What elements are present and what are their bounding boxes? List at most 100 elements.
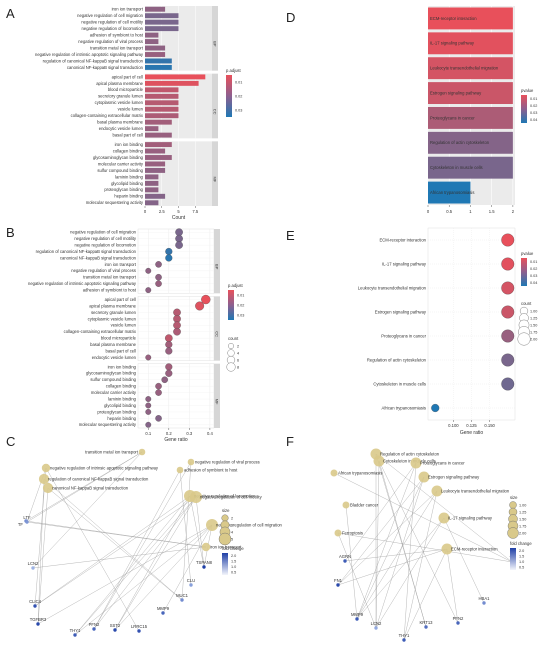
category-label: vesicle lumen <box>111 323 137 328</box>
network-edge <box>114 524 213 631</box>
facet-strip <box>212 6 218 71</box>
x-tick-label: 0.100 <box>448 423 459 428</box>
size-legend-label: 6 <box>237 358 239 362</box>
legend-tick-label: 0.5 <box>231 571 236 575</box>
dot-negative-regulation-of-cell-motility <box>175 234 183 243</box>
gene-node-sst2 <box>113 628 117 632</box>
category-label: collagen-containing extracellular matrix <box>64 329 137 334</box>
dot-endocytic-vesicle-lumen <box>145 354 152 361</box>
gene-node-tgfbr3 <box>36 622 40 626</box>
x-axis-title: Gene ratio <box>460 430 484 436</box>
gene-label: TGFBR3 <box>30 617 47 622</box>
x-axis-title: Gene ratio <box>164 437 188 443</box>
bar-regulation-of-canonical-nf-kappab-signal-transduction <box>145 58 172 64</box>
x-tick-label: 0 <box>427 209 430 214</box>
network-edge <box>375 460 380 629</box>
x-tick-label: 0.150 <box>484 423 495 428</box>
term-label: negative regulation of viral process <box>195 459 260 464</box>
category-label: transition metal ion transport <box>83 275 137 280</box>
legend-tick-label: 1.5 <box>231 560 236 564</box>
category-label: iron ion binding <box>115 142 144 147</box>
x-tick-label: 7.5 <box>192 209 198 214</box>
network-edge <box>344 548 448 562</box>
category-label: blood microparticle <box>101 336 137 341</box>
panel-letter-b: B <box>6 225 15 240</box>
network-edge <box>93 469 181 630</box>
panel-letter-f: F <box>286 434 294 449</box>
network-edge <box>181 461 192 601</box>
bar-regulation-of-actin-cytoskeleton <box>428 131 513 154</box>
category-label: Cytoskeleton in muscle cells <box>373 381 426 386</box>
category-label: vesicle lumen <box>118 107 144 112</box>
dot-sulfur-compound-binding <box>161 376 168 384</box>
bar-proteoglycan-binding <box>145 187 159 193</box>
category-label: Cytoskeleton in muscle cells <box>430 165 483 170</box>
gene-label: KRT13 <box>420 620 434 625</box>
bar-collagen-binding <box>145 148 166 154</box>
category-label: Leukocyte transendothelial migration <box>430 66 499 71</box>
x-tick-label: 0.4 <box>207 431 213 436</box>
gene-node-lcn2 <box>31 566 35 570</box>
category-label: negative regulation of cell migration <box>77 13 144 18</box>
dot-molecular-sequestering-activity <box>145 421 152 428</box>
size-legend-label: 1.50 <box>530 323 537 327</box>
category-label: endocytic vesicle lumen <box>99 126 144 131</box>
term-label: Regulation of actin cytoskeleton <box>380 451 440 456</box>
bar-apical-part-of-cell <box>145 74 206 80</box>
dot-african-trypanosomiasis <box>431 403 440 413</box>
x-tick-label: 2.5 <box>159 209 165 214</box>
category-label: negative regulation of intrinsic apoptot… <box>35 52 144 57</box>
legend-title: p.adjust <box>226 68 242 73</box>
dot-secretory-granule-lumen <box>173 308 181 317</box>
legend-tick-label: 0.01 <box>237 293 244 297</box>
network-edge <box>403 548 448 641</box>
category-label: canonical NF-kappaB signal transduction <box>67 65 144 70</box>
bar-vesicle-lumen <box>145 106 179 112</box>
category-label: Estrogen signaling pathway <box>430 90 482 95</box>
network-edge <box>333 472 513 563</box>
size-legend-title: count <box>521 301 532 306</box>
term-label: transition metal ion transport <box>85 449 139 454</box>
category-label: Regulation of actin cytoskeleton <box>430 140 490 145</box>
term-label: Cytoskeleton in muscle cells <box>383 458 436 463</box>
network-edge <box>45 467 140 632</box>
legend-tick-label: 0.01 <box>235 80 242 84</box>
dot-canonical-nf-kappab-signal-transduction <box>165 254 173 262</box>
network-edge <box>34 495 191 607</box>
gene-node-pfn2 <box>92 627 96 631</box>
dot-proteoglycans-in-cancer <box>501 329 515 343</box>
panel-letter-a: A <box>6 6 15 21</box>
term-label: iron ion transport <box>210 544 242 549</box>
legend-tick-label: 0.02 <box>237 303 244 307</box>
category-label: negative regulation of locomotion <box>75 242 137 247</box>
category-label: Regulation of actin cytoskeleton <box>367 357 427 362</box>
term-label: IL-17 signaling pathway <box>448 515 493 520</box>
size-legend-label: 2.00 <box>530 337 537 341</box>
gene-label: THY1 <box>70 628 81 633</box>
category-label: proteoglycan binding <box>104 187 143 192</box>
network-edges <box>25 451 213 636</box>
size-legend-label: 2 <box>237 344 239 348</box>
x-tick-label: 0 <box>144 209 147 214</box>
dot-negative-regulation-of-viral-process <box>145 267 152 274</box>
facet-strip <box>212 141 218 206</box>
gene-label: CLU <box>187 578 195 583</box>
gene-node-tspan8 <box>202 565 206 569</box>
bar-secretory-granule-lumen <box>145 93 179 99</box>
network-edge <box>403 490 438 641</box>
term-node-ferroptosis <box>334 529 342 537</box>
dot-leukocyte-transendothelial-migration <box>501 281 515 295</box>
panel-f-kegg-network: Regulation of actin cytoskeleton Cytoskel… <box>330 448 532 642</box>
dot-iron-ion-binding <box>165 363 173 371</box>
bar-molecular-sequestering-activity <box>145 200 159 206</box>
gene-label: THY1 <box>399 633 410 638</box>
facet-strip <box>214 296 220 361</box>
category-label: African trypanosomiasis <box>382 405 426 410</box>
facet-strip-label: CC <box>213 109 218 115</box>
network-edge <box>356 476 425 620</box>
category-label: ECM-receptor interaction <box>379 237 426 242</box>
legend-tick-label: 0.03 <box>235 108 242 112</box>
x-tick-label: 0.125 <box>466 423 477 428</box>
